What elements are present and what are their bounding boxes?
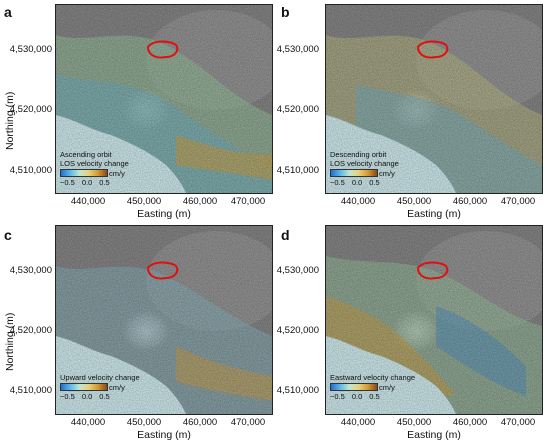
y-tick: 4,510,000 xyxy=(276,165,319,176)
colorbar-tick: 0.0 xyxy=(81,177,93,187)
panel-a: a Northing (m) 4,530,000 4,520,000 4,510… xyxy=(0,0,275,221)
x-tick: 470,000 xyxy=(500,417,536,428)
colorbar-unit: cm/y xyxy=(379,168,395,178)
x-tick: 460,000 xyxy=(452,417,488,428)
x-tick: 450,000 xyxy=(126,196,162,207)
colorbar-tick: −0.5 xyxy=(60,177,75,187)
colorbar xyxy=(60,383,108,392)
x-tick: 440,000 xyxy=(340,417,376,428)
colorbar-tick: −0.5 xyxy=(60,391,75,401)
legend-title-line: Eastward velocity change xyxy=(330,373,416,382)
colorbar xyxy=(60,169,108,178)
x-tick: 450,000 xyxy=(396,417,432,428)
y-tick: 4,530,000 xyxy=(9,44,52,55)
y-tick: 4,520,000 xyxy=(276,104,319,115)
x-tick: 450,000 xyxy=(126,417,162,428)
x-tick: 470,000 xyxy=(230,417,266,428)
map-view[interactable] xyxy=(325,225,543,415)
x-tick: 440,000 xyxy=(70,196,106,207)
colorbar-unit: cm/y xyxy=(109,382,125,392)
legend-title-line: Upward velocity change xyxy=(60,373,140,382)
x-tick: 460,000 xyxy=(182,196,218,207)
colorbar-tick: 0.0 xyxy=(351,391,363,401)
y-tick: 4,510,000 xyxy=(9,165,52,176)
y-tick: 4,520,000 xyxy=(9,325,52,336)
map-view[interactable] xyxy=(325,4,543,194)
panel-letter: a xyxy=(4,4,12,20)
panel-c: c Northing (m) 4,530,000 4,520,000 4,510… xyxy=(0,221,275,442)
colorbar xyxy=(330,169,378,178)
legend-title-line: LOS velocity change xyxy=(330,159,399,168)
x-tick: 470,000 xyxy=(230,196,266,207)
colorbar-tick: 0.5 xyxy=(369,177,380,187)
x-tick: 460,000 xyxy=(182,417,218,428)
y-tick: 4,520,000 xyxy=(9,104,52,115)
y-tick: 4,510,000 xyxy=(276,385,319,396)
y-tick: 4,530,000 xyxy=(276,265,319,276)
x-tick: 440,000 xyxy=(340,196,376,207)
colorbar-tick: 0.0 xyxy=(81,391,93,401)
colorbar-tick: −0.5 xyxy=(330,177,345,187)
panel-b: b 4,530,000 4,520,000 4,510,000 Descendi… xyxy=(275,0,550,221)
panel-letter: d xyxy=(281,227,290,243)
map-legend: Upward velocity change cm/y −0.5 0.0 0.5 xyxy=(60,373,140,401)
legend-title-line: Descending orbit xyxy=(330,150,387,159)
map-graphic xyxy=(56,226,272,414)
map-legend: Eastward velocity change cm/y −0.5 0.0 0.5 xyxy=(330,373,415,401)
y-tick: 4,530,000 xyxy=(9,265,52,276)
panel-d: d 4,530,000 4,520,000 4,510,000 Eastward… xyxy=(275,221,550,442)
map-legend: Ascending orbit LOS velocity change cm/y… xyxy=(60,150,129,187)
x-tick: 460,000 xyxy=(452,196,488,207)
y-tick: 4,510,000 xyxy=(9,385,52,396)
colorbar-ticks: −0.5 0.0 0.5 xyxy=(330,178,399,187)
colorbar-ticks: −0.5 0.0 0.5 xyxy=(60,178,129,187)
colorbar-ticks: −0.5 0.0 0.5 xyxy=(330,392,415,401)
x-axis-label: Easting (m) xyxy=(407,208,461,220)
map-graphic xyxy=(326,5,542,193)
map-view[interactable] xyxy=(55,225,273,415)
x-axis-label: Easting (m) xyxy=(407,429,461,441)
y-tick: 4,520,000 xyxy=(276,325,319,336)
colorbar-unit: cm/y xyxy=(379,382,395,392)
legend-title-line: LOS velocity change xyxy=(60,159,129,168)
panel-letter: c xyxy=(4,227,12,243)
colorbar-tick: 0.5 xyxy=(99,177,110,187)
map-legend: Descending orbit LOS velocity change cm/… xyxy=(330,150,399,187)
x-axis-label: Easting (m) xyxy=(137,208,191,220)
x-axis-label: Easting (m) xyxy=(137,429,191,441)
x-tick: 440,000 xyxy=(70,417,106,428)
y-axis-label: Northing (m) xyxy=(4,312,16,371)
map-graphic xyxy=(326,226,542,414)
x-tick: 470,000 xyxy=(500,196,536,207)
colorbar-tick: 0.5 xyxy=(369,391,380,401)
colorbar-tick: 0.0 xyxy=(351,177,363,187)
colorbar-tick: 0.5 xyxy=(99,391,110,401)
y-axis-label: Northing (m) xyxy=(4,91,16,150)
panel-letter: b xyxy=(281,4,290,20)
colorbar-tick: −0.5 xyxy=(330,391,345,401)
legend-title-line: Ascending orbit xyxy=(60,150,112,159)
colorbar-ticks: −0.5 0.0 0.5 xyxy=(60,392,140,401)
colorbar xyxy=(330,383,378,392)
y-tick: 4,530,000 xyxy=(276,44,319,55)
colorbar-unit: cm/y xyxy=(109,168,125,178)
x-tick: 450,000 xyxy=(396,196,432,207)
